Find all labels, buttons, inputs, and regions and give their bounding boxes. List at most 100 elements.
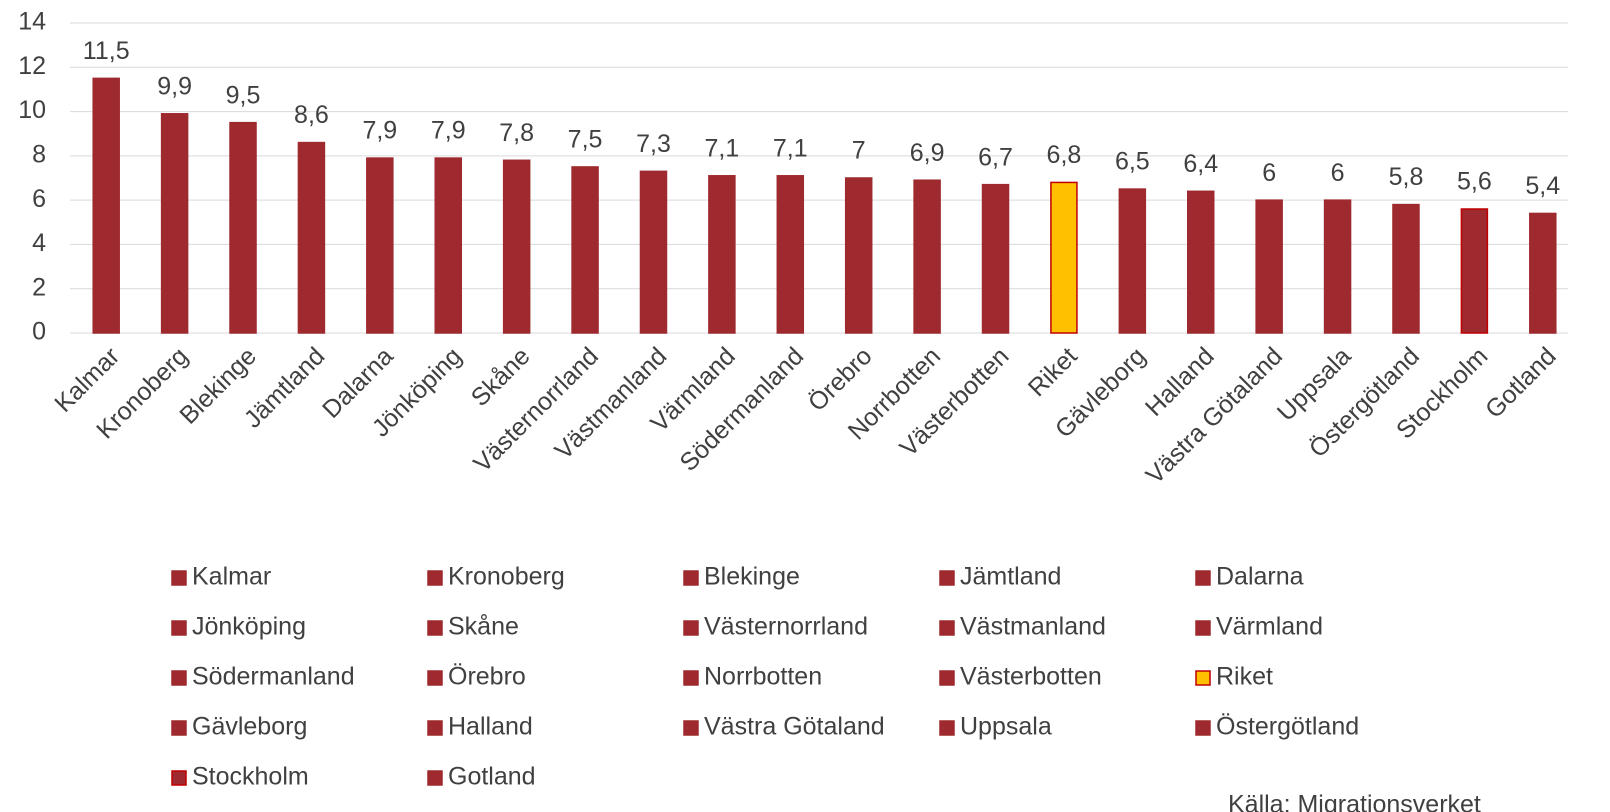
bar [639, 170, 668, 334]
bar [434, 157, 462, 334]
legend-label: Östergötland [1216, 713, 1359, 741]
legend-label: Örebro [448, 663, 526, 691]
legend-marker [683, 720, 699, 736]
legend-label: Blekinge [704, 563, 800, 591]
legend-label: Värmland [1216, 613, 1323, 641]
legend-marker [171, 670, 187, 686]
legend-marker [683, 620, 699, 636]
data-label: 6,9 [910, 139, 945, 167]
data-label: 7,9 [431, 117, 466, 145]
data-label: 7,1 [705, 134, 740, 162]
x-tick-label: Gotland [1480, 342, 1562, 424]
bar [844, 177, 873, 334]
legend-label: Riket [1216, 663, 1273, 691]
data-label: 6,5 [1115, 148, 1150, 176]
x-tick-label: Riket [1023, 342, 1083, 402]
legend-marker [171, 720, 187, 736]
legend-label: Dalarna [1216, 563, 1304, 591]
legend-marker [683, 670, 699, 686]
legend-marker [1195, 570, 1211, 586]
legend-marker [939, 720, 955, 736]
data-label: 5,8 [1389, 163, 1424, 191]
bar [981, 183, 1010, 334]
y-tick-label: 12 [18, 52, 46, 80]
data-label: 6 [1262, 159, 1276, 187]
bar [1392, 203, 1420, 334]
data-label: 9,9 [157, 72, 192, 100]
data-label: 7,9 [362, 117, 397, 145]
legend-marker [171, 620, 187, 636]
legend-marker [939, 670, 955, 686]
data-label: 8,6 [294, 101, 329, 129]
data-label: 7,3 [636, 130, 671, 158]
data-label: 5,4 [1525, 172, 1560, 200]
data-label: 9,5 [226, 81, 261, 109]
legend-label: Halland [448, 713, 533, 741]
bar [502, 159, 531, 334]
legend-marker [939, 620, 955, 636]
y-tick-label: 4 [32, 229, 46, 257]
bar [1187, 190, 1215, 334]
legend-marker [171, 570, 187, 586]
bar [1255, 199, 1283, 334]
legend-marker [683, 570, 699, 586]
bar [708, 175, 736, 334]
bar [229, 121, 257, 334]
bar [1460, 208, 1489, 334]
data-label: 6,7 [978, 143, 1013, 171]
legend-label: Uppsala [960, 713, 1052, 741]
legend-label: Jämtland [960, 563, 1061, 591]
legend-label: Gotland [448, 763, 536, 791]
legend-marker [1195, 670, 1211, 686]
legend-label: Gävleborg [192, 713, 307, 741]
y-tick-label: 6 [32, 185, 46, 213]
legend-marker [1195, 720, 1211, 736]
legend-label: Västernorrland [704, 613, 868, 641]
legend-marker [427, 770, 443, 786]
legend-label: Kronoberg [448, 563, 565, 591]
legend-label: Jönköping [192, 613, 306, 641]
y-tick-label: 0 [32, 318, 46, 346]
y-tick-label: 10 [18, 96, 46, 124]
bar [1118, 188, 1147, 334]
bar [571, 166, 599, 334]
bar [297, 141, 326, 334]
legend-label: Norrbotten [704, 663, 822, 691]
data-label: 5,6 [1457, 168, 1492, 196]
legend-marker [427, 570, 443, 586]
bar [913, 179, 941, 334]
legend-marker [171, 770, 187, 786]
data-label: 6,4 [1183, 150, 1218, 178]
legend-label: Kalmar [192, 563, 271, 591]
bar [366, 157, 394, 334]
legend-label: Stockholm [192, 763, 309, 791]
x-tick-label: Södermanland [674, 342, 809, 477]
bar [1323, 199, 1352, 334]
legend-label: Västra Götaland [704, 713, 885, 741]
source-note: Källa: Migrationsverket [1228, 791, 1481, 812]
legend-marker [427, 620, 443, 636]
legend-label: Västmanland [960, 613, 1106, 641]
bar [1529, 212, 1557, 334]
bar [1050, 181, 1078, 334]
data-label: 7,8 [499, 119, 534, 147]
legend-marker [427, 670, 443, 686]
y-tick-label: 2 [32, 273, 46, 301]
data-label: 6,8 [1047, 141, 1082, 169]
data-label: 7,1 [773, 134, 808, 162]
data-label: 11,5 [83, 37, 130, 65]
legend-marker [1195, 620, 1211, 636]
data-label: 6 [1331, 159, 1345, 187]
bar [776, 175, 805, 334]
y-tick-label: 14 [18, 8, 46, 36]
legend-label: Skåne [448, 613, 519, 641]
legend-label: Västerbotten [960, 663, 1102, 691]
data-label: 7,5 [568, 126, 603, 154]
y-tick-label: 8 [32, 140, 46, 168]
legend-marker [427, 720, 443, 736]
bar [160, 113, 189, 334]
legend-label: Södermanland [192, 663, 355, 691]
legend-marker [939, 570, 955, 586]
bar [92, 77, 120, 334]
